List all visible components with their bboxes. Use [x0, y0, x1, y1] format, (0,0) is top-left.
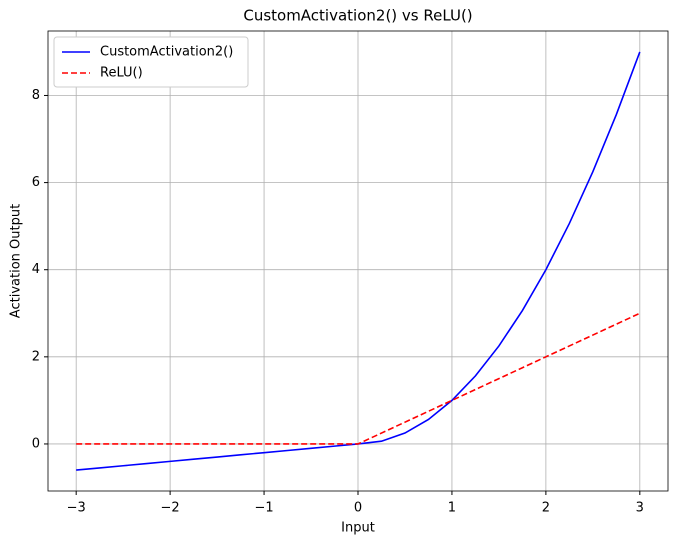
y-axis-label: Activation Output	[9, 204, 24, 318]
plot-frame	[47, 30, 669, 492]
x-tick-label: 2	[542, 501, 550, 516]
x-tick-label: −1	[254, 501, 273, 516]
x-tick-label: 0	[354, 501, 362, 516]
series-line	[76, 312, 641, 445]
chart-title: CustomActivation2() vs ReLU()	[243, 7, 472, 25]
legend-label: ReLU()	[100, 66, 143, 81]
x-tick-label: 1	[448, 501, 456, 516]
x-axis-label: Input	[341, 521, 375, 536]
legend-box	[53, 36, 249, 88]
y-tick-label: 8	[32, 88, 40, 103]
y-tick-label: 0	[32, 436, 40, 451]
y-tick-label: 2	[32, 349, 40, 364]
x-tick-label: −3	[67, 501, 86, 516]
legend-label: CustomActivation2()	[100, 45, 233, 60]
y-tick-label: 4	[32, 262, 40, 277]
x-tick-label: −2	[161, 501, 180, 516]
y-tick-label: 6	[32, 175, 40, 190]
x-tick-label: 3	[636, 501, 644, 516]
